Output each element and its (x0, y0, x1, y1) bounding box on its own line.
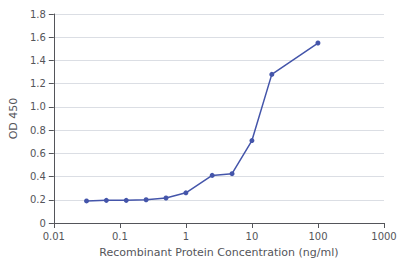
svg-text:1.4: 1.4 (30, 55, 46, 66)
svg-text:0.1: 0.1 (112, 231, 128, 242)
svg-text:1.0: 1.0 (30, 101, 46, 112)
svg-text:0.8: 0.8 (30, 125, 46, 136)
svg-text:0.01: 0.01 (43, 231, 65, 242)
svg-text:0: 0 (39, 218, 45, 229)
svg-text:0.6: 0.6 (30, 148, 46, 159)
svg-text:1.6: 1.6 (30, 32, 46, 43)
svg-text:1.2: 1.2 (30, 78, 46, 89)
svg-text:10: 10 (246, 231, 259, 242)
svg-text:0.2: 0.2 (30, 194, 46, 205)
svg-text:0.4: 0.4 (30, 171, 46, 182)
svg-text:1.8: 1.8 (30, 9, 46, 20)
svg-text:OD 450: OD 450 (7, 98, 20, 140)
svg-text:1000: 1000 (371, 231, 396, 242)
svg-text:100: 100 (308, 231, 327, 242)
svg-text:1: 1 (183, 231, 189, 242)
svg-text:Recombinant Protein Concentrat: Recombinant Protein Concentration (ng/ml… (99, 246, 338, 259)
